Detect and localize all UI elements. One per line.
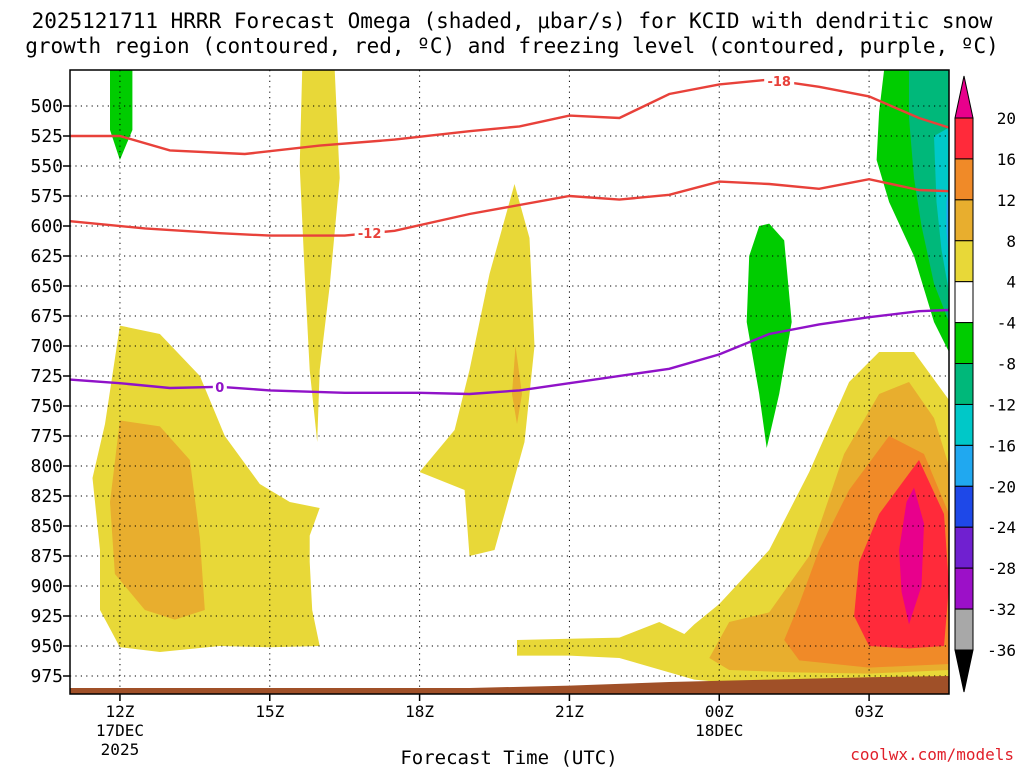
y-tick-label-575: 575: [30, 186, 63, 207]
colorbar-label--12: -12: [987, 395, 1016, 414]
colorbar-label--16: -16: [987, 436, 1016, 455]
colorbar-bin--32-to--36: [954, 608, 974, 651]
colorbar-label--28: -28: [987, 559, 1016, 578]
omega-region-magenta-core: [899, 487, 924, 625]
chart-title-line-2: growth region (contoured, red, ºC) and f…: [25, 34, 999, 58]
y-tick-label-775: 775: [30, 426, 63, 447]
contour-label-dendritic-top: -18: [767, 75, 791, 90]
gridlines: [70, 70, 949, 694]
x-tick-label-00Z: 00Z: [705, 702, 734, 721]
y-tick-label-750: 750: [30, 396, 63, 417]
colorbar-label--24: -24: [987, 518, 1016, 537]
colorbar-bin--4-to--8: [954, 322, 974, 365]
contour-lines: -18 -12 0: [69, 74, 950, 396]
y-tick-label-600: 600: [30, 216, 63, 237]
colorbar-bin-20-to-16: [954, 117, 974, 160]
terrain-layer: [70, 676, 949, 694]
y-tick-label-950: 950: [30, 636, 63, 657]
chart-title-line-1: 2025121711 HRRR Forecast Omega (shaded, …: [32, 9, 993, 33]
contour-label-bg-freezing-level: [212, 379, 227, 394]
contour-label-bg-dendritic-bottom: [354, 226, 385, 241]
y-tick-label-975: 975: [30, 666, 63, 687]
y-tick-label-650: 650: [30, 276, 63, 297]
y-tick-label-850: 850: [30, 516, 63, 537]
colorbar-bin-8-to-4: [954, 240, 974, 283]
plot-frame: [69, 69, 950, 695]
colorbar-bin-12-to-8: [954, 199, 974, 242]
y-tick-label-525: 525: [30, 126, 63, 147]
x-tick-sublabel-date-12Z: 17DEC: [96, 721, 144, 740]
y-tick-label-875: 875: [30, 546, 63, 567]
colorbar-bin--16-to--20: [954, 444, 974, 487]
y-axis: 500 525 550 575 600 625 650 675 700 725 750 775 800 8…: [30, 96, 70, 687]
colorbar-bin--28-to--32: [954, 567, 974, 610]
y-tick-label-550: 550: [30, 156, 63, 177]
terrain-ground: [70, 676, 949, 694]
colorbar-label-12: 12: [997, 191, 1016, 210]
watermark: coolwx.com/models: [850, 745, 1014, 764]
contour-label-freezing-level: 0: [215, 381, 224, 396]
omega-region-orange-cell-20z: [512, 346, 522, 424]
contour-freezing-level: [69, 308, 950, 396]
y-tick-label-825: 825: [30, 486, 63, 507]
contour-label-bg-dendritic-top: [764, 74, 795, 89]
y-tick-label-700: 700: [30, 336, 63, 357]
contour-dendritic-top: [70, 78, 950, 156]
colorbar-label-20: 20: [997, 109, 1016, 128]
colorbar-bin--12-to--16: [954, 403, 974, 446]
plot-area: -18 -12 0: [69, 70, 950, 694]
x-tick-sublabel-date-00Z: 18DEC: [695, 721, 743, 740]
omega-region-yellow-cell-20z: [419, 184, 535, 556]
colorbar-bin-16-to-12: [954, 158, 974, 201]
x-axis-label: Forecast Time (UTC): [400, 747, 617, 768]
x-tick-label-21Z: 21Z: [555, 702, 584, 721]
x-tick-label-15Z: 15Z: [255, 702, 284, 721]
colorbar-label--8: -8: [997, 355, 1016, 374]
colorbar-label-8: 8: [1006, 232, 1016, 251]
y-tick-label-900: 900: [30, 576, 63, 597]
omega-shading: [92, 70, 949, 685]
y-tick-label-675: 675: [30, 306, 63, 327]
y-tick-label-725: 725: [30, 366, 63, 387]
colorbar-bin--8-to--12: [954, 363, 974, 405]
y-tick-label-625: 625: [30, 246, 63, 267]
y-tick-label-800: 800: [30, 456, 63, 477]
colorbar-label--32: -32: [987, 600, 1016, 619]
colorbar-label--4: -4: [997, 314, 1016, 333]
contour-label-dendritic-bottom: -12: [358, 227, 382, 242]
colorbar-bottom-cap: [954, 649, 974, 693]
omega-region-green-cell-12z: [110, 70, 133, 160]
colorbar: 20 16 12 8 4 -4 -8 -12 -16 -20 -24 -28 -32 -36: [954, 75, 1016, 693]
colorbar-top-cap: [954, 75, 974, 119]
colorbar-label--36: -36: [987, 641, 1016, 660]
colorbar-label-4: 4: [1006, 273, 1016, 292]
y-tick-label-500: 500: [30, 96, 63, 117]
omega-region-yellow-column-16z: [299, 70, 340, 442]
x-tick-label-18Z: 18Z: [405, 702, 434, 721]
colorbar-bin--24-to--28: [954, 526, 974, 569]
omega-region-cyan-cell-03z: [934, 127, 949, 292]
x-tick-label-03Z: 03Z: [855, 702, 884, 721]
contour-dendritic-bottom: [69, 177, 950, 237]
x-tick-label-12Z: 12Z: [105, 702, 134, 721]
colorbar-label-16: 16: [997, 150, 1016, 169]
colorbar-label--20: -20: [987, 477, 1016, 496]
omega-region-orange-lower-12z: [110, 420, 205, 620]
colorbar-bin--20-to--24: [954, 485, 974, 528]
y-tick-label-925: 925: [30, 606, 63, 627]
x-tick-sublabel-year-12Z: 2025: [101, 740, 140, 759]
omega-region-green-cell-00z: [746, 223, 792, 448]
colorbar-bin-4-to--4: [954, 281, 974, 324]
